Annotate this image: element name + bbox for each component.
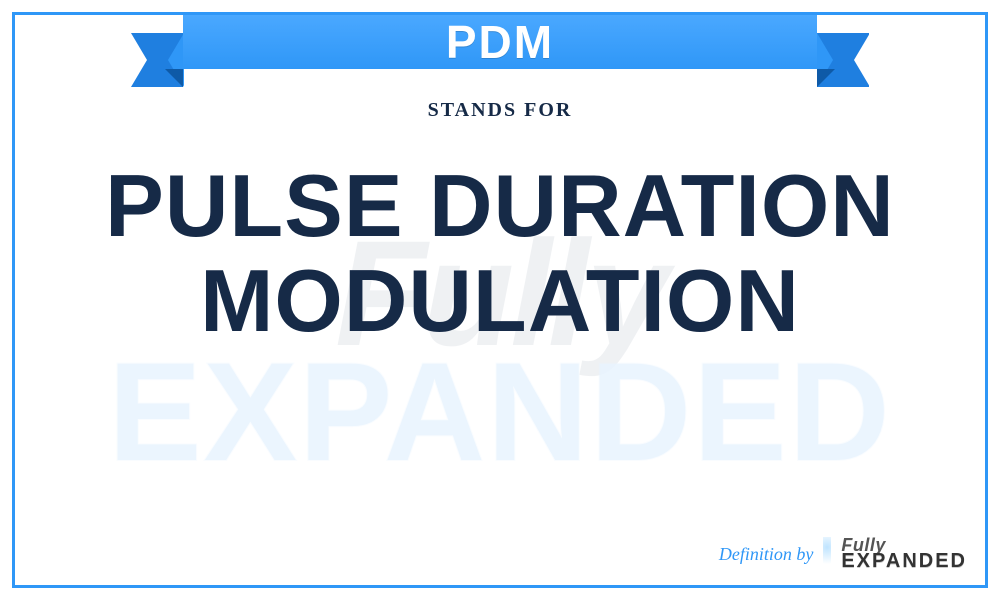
credit-label: Definition by [719, 544, 813, 565]
watermark-line2: EXPANDED [15, 355, 985, 470]
abbreviation-text: PDM [446, 15, 554, 69]
credit-logo-line2: EXPANDED [841, 553, 967, 570]
credit-logo: Fully EXPANDED [841, 538, 967, 570]
content-area: PDM STANDS FOR PULSE DURATION MODULATION [15, 15, 985, 348]
credit-footer: Definition by Fully EXPANDED [719, 537, 967, 571]
card-frame: Fully EXPANDED PDM STANDS FOR PULSE DURA… [12, 12, 988, 588]
credit-glow-icon [823, 537, 831, 571]
definition-text: PULSE DURATION MODULATION [15, 158, 985, 348]
ribbon-banner: PDM [15, 15, 985, 93]
subtitle-stands-for: STANDS FOR [15, 99, 985, 122]
ribbon-main: PDM [183, 15, 817, 69]
